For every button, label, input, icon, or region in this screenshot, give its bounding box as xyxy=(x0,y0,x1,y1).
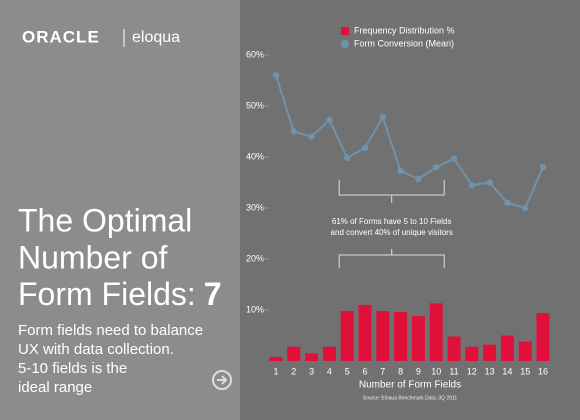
line-point xyxy=(522,204,529,212)
line-point xyxy=(308,133,315,140)
bar xyxy=(287,346,301,361)
legend-label: Form Conversion (Mean) xyxy=(354,38,454,48)
line-point xyxy=(415,175,422,183)
y-tick-label: 10% xyxy=(246,304,264,314)
bar xyxy=(518,341,532,361)
annotation: 61% of Forms have 5 to 10 Fields xyxy=(332,217,452,226)
line-point xyxy=(379,114,386,121)
bar xyxy=(394,312,408,361)
bracket xyxy=(338,180,445,203)
line-point xyxy=(290,128,297,135)
line-point xyxy=(361,144,369,152)
description-line: UX with data collection. xyxy=(18,341,174,358)
annotation: and convert 40% of unique visitors xyxy=(331,228,453,237)
y-tick-label: 60% xyxy=(246,49,264,59)
bar xyxy=(305,353,319,361)
eloqua-logo: eloqua xyxy=(132,29,180,46)
y-tick-label: 50% xyxy=(246,100,264,110)
arrow-icon xyxy=(212,370,232,390)
x-tick-label: 7 xyxy=(380,366,385,376)
x-tick-label: 8 xyxy=(398,366,403,376)
headline-highlight: 7 xyxy=(204,276,222,312)
y-tick-label: 30% xyxy=(246,202,264,212)
x-axis-label: Number of Form Fields xyxy=(359,380,461,391)
description-line: Form fields need to balance xyxy=(18,322,203,339)
bar xyxy=(500,335,514,361)
legend-swatch xyxy=(341,40,349,48)
bar xyxy=(429,303,443,361)
x-tick-label: 14 xyxy=(502,366,512,376)
headline-text: Form Fields: xyxy=(18,276,196,312)
line-point xyxy=(468,181,475,189)
bracket xyxy=(338,249,445,268)
line-point xyxy=(272,72,280,79)
x-tick-label: 13 xyxy=(485,366,495,376)
x-tick-label: 3 xyxy=(309,366,314,376)
bar xyxy=(358,304,372,361)
x-tick-label: 1 xyxy=(273,366,278,376)
legend-swatch xyxy=(341,27,349,35)
line-point xyxy=(450,155,458,162)
bar xyxy=(483,344,497,361)
x-tick-label: 5 xyxy=(345,366,350,376)
line-point xyxy=(326,116,333,123)
x-tick-label: 6 xyxy=(362,366,367,376)
line-point xyxy=(344,154,351,162)
line-point xyxy=(433,164,440,171)
x-tick-label: 9 xyxy=(416,366,421,376)
bar xyxy=(376,311,390,361)
oracle-logo: ORACLE xyxy=(22,27,100,46)
source: Source: Eloqua Benchmark Data, 3Q 2011 xyxy=(363,395,458,401)
line-point xyxy=(486,179,493,186)
headline-line: The Optimal xyxy=(18,202,192,238)
legend-label: Frequency Distribution % xyxy=(354,25,455,35)
left-panel xyxy=(0,0,240,420)
x-tick-label: 16 xyxy=(538,366,548,376)
bar xyxy=(269,356,283,361)
line-point xyxy=(397,167,404,174)
x-tick-label: 12 xyxy=(467,366,477,376)
x-tick-label: 15 xyxy=(520,366,530,376)
x-tick-label: 4 xyxy=(327,366,332,376)
x-tick-label: 11 xyxy=(449,366,458,376)
bar xyxy=(465,346,479,361)
bar xyxy=(536,313,550,361)
description-line: 5-10 fields is the xyxy=(18,360,127,377)
line-point xyxy=(504,199,511,207)
chart: 10%20%30%40%50%60%1 2 3 4 5 6 7 8 9 10 11 12 13 14 15 1… xyxy=(246,25,550,401)
x-tick-label: 2 xyxy=(291,366,296,376)
headline-line: Form Fields: 7 xyxy=(18,276,222,312)
bar xyxy=(411,316,425,361)
bar xyxy=(340,311,354,361)
x-tick-label: 10 xyxy=(431,366,441,376)
headline-line: Number of xyxy=(18,239,168,275)
line-point xyxy=(539,164,547,171)
bar xyxy=(322,346,336,361)
y-tick-label: 20% xyxy=(246,253,264,263)
description-line: ideal range xyxy=(18,379,92,396)
line xyxy=(275,75,544,210)
bar xyxy=(447,336,461,361)
y-tick-label: 40% xyxy=(246,151,264,161)
